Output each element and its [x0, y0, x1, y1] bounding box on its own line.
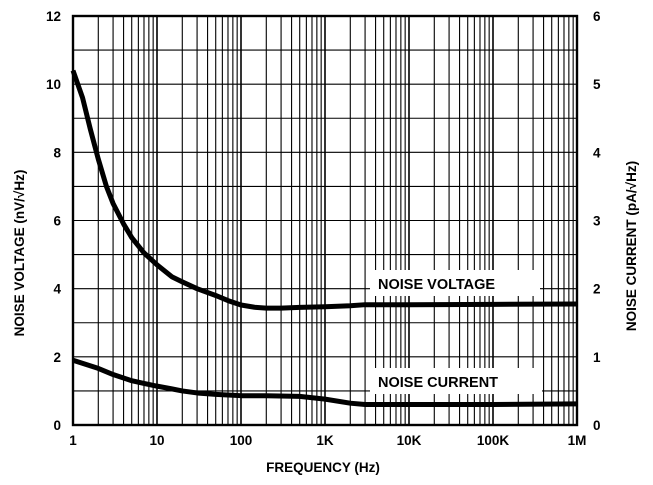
series-layer — [70, 69, 578, 408]
right-y-tick-label: 6 — [593, 9, 601, 24]
x-tick-label: 1M — [568, 433, 587, 448]
right-y-tick-label: 2 — [593, 282, 601, 297]
right-y-tick-label: 5 — [593, 77, 601, 92]
series-line-noise-current — [72, 357, 578, 408]
annot-layer: NOISE VOLTAGE NOISE CURRENT — [370, 270, 542, 394]
left-y-tick-label: 0 — [53, 418, 61, 433]
left-y-tick-label: 2 — [53, 350, 61, 365]
annotation-bg-current — [370, 368, 542, 394]
annotation-noise-voltage: NOISE VOLTAGE — [378, 277, 495, 293]
left-y-tick-label: 6 — [53, 214, 61, 229]
left-y-tick-label: 4 — [53, 282, 61, 297]
left-y-tick-label: 10 — [46, 77, 61, 92]
left-y-tick-label: 8 — [53, 145, 61, 160]
x-tick-label: 1 — [69, 433, 77, 448]
x-axis-title: FREQUENCY (Hz) — [266, 460, 380, 475]
frame-layer — [71, 14, 579, 427]
annotation-bg-voltage — [370, 270, 540, 296]
x-tick-label: 10 — [149, 433, 164, 448]
right-y-tick-label: 3 — [593, 214, 601, 229]
right-axis-title: NOISE CURRENT (pA/√Hz) — [624, 161, 639, 331]
left-y-tick-label: 12 — [46, 9, 61, 24]
annotation-noise-current: NOISE CURRENT — [378, 375, 498, 391]
left-axis-title: NOISE VOLTAGE (nV/√Hz) — [12, 170, 27, 337]
right-y-tick-label: 1 — [593, 350, 601, 365]
x-tick-label: 100K — [477, 433, 510, 448]
x-tick-label: 10K — [397, 433, 422, 448]
x-tick-label: 100 — [230, 433, 253, 448]
grid-layer — [72, 15, 578, 426]
plot-frame — [71, 14, 579, 427]
right-y-tick-label: 4 — [593, 145, 601, 160]
x-tick-label: 1K — [316, 433, 334, 448]
series-line-noise-voltage — [70, 69, 578, 311]
right-y-tick-label: 0 — [593, 418, 601, 433]
